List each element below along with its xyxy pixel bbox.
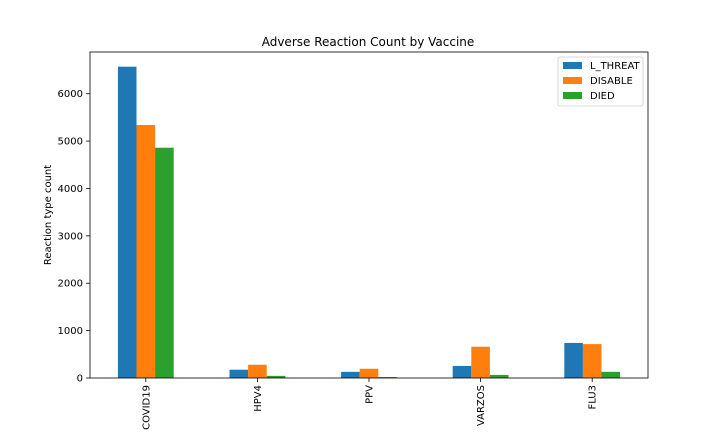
y-tick-label: 1000: [58, 326, 83, 337]
y-tick-label: 4000: [58, 184, 83, 195]
bar-l-threat-hpv4: [229, 369, 249, 378]
x-tick-label: HPV4: [253, 385, 264, 412]
legend-label: DISABLE: [590, 76, 633, 87]
bar-disable-hpv4: [248, 364, 267, 378]
bar-disable-varzos: [471, 346, 490, 378]
legend-swatch: [563, 62, 582, 69]
plot-frame: [89, 51, 649, 379]
x-tick-label: FLU3: [588, 385, 599, 410]
bar-died-ppv: [378, 377, 397, 378]
bar-l-threat-ppv: [341, 371, 360, 378]
legend-label: L_THREAT: [590, 61, 641, 72]
legend-label: DIED: [590, 91, 615, 102]
legend-swatch: [563, 77, 582, 84]
bar-disable-covid19: [136, 124, 156, 378]
y-axis-label: Reaction type count: [43, 165, 54, 265]
bar-died-hpv4: [266, 375, 286, 378]
bars-layer: [117, 66, 621, 378]
y-tick-label: 2000: [58, 279, 83, 290]
chart-title: Adverse Reaction Count by Vaccine: [262, 35, 475, 49]
y-tick-label: 5000: [58, 137, 83, 148]
bar-l-threat-varzos: [452, 365, 472, 378]
bar-l-threat-flu3: [564, 342, 583, 378]
bar-l-threat-covid19: [117, 66, 137, 378]
legend: L_THREAT DISABLE DIED: [557, 56, 644, 107]
bar-died-varzos: [489, 374, 509, 378]
y-tick-label: 3000: [58, 231, 83, 242]
legend-swatch: [563, 92, 582, 99]
bar-disable-flu3: [582, 344, 602, 378]
bar-died-covid19: [155, 147, 174, 378]
y-tick-label: 0: [77, 374, 83, 385]
bar-died-flu3: [601, 371, 621, 378]
bar-disable-ppv: [359, 368, 379, 378]
x-axis: COVID19 HPV4 PPV VARZOS FLU3: [141, 378, 599, 430]
y-axis: 0 1000 2000 3000 4000 5000 6000: [58, 89, 90, 385]
x-tick-label: PPV: [365, 385, 376, 404]
x-tick-label: VARZOS: [476, 385, 487, 426]
y-tick-label: 6000: [58, 89, 83, 100]
x-tick-label: COVID19: [141, 385, 152, 430]
